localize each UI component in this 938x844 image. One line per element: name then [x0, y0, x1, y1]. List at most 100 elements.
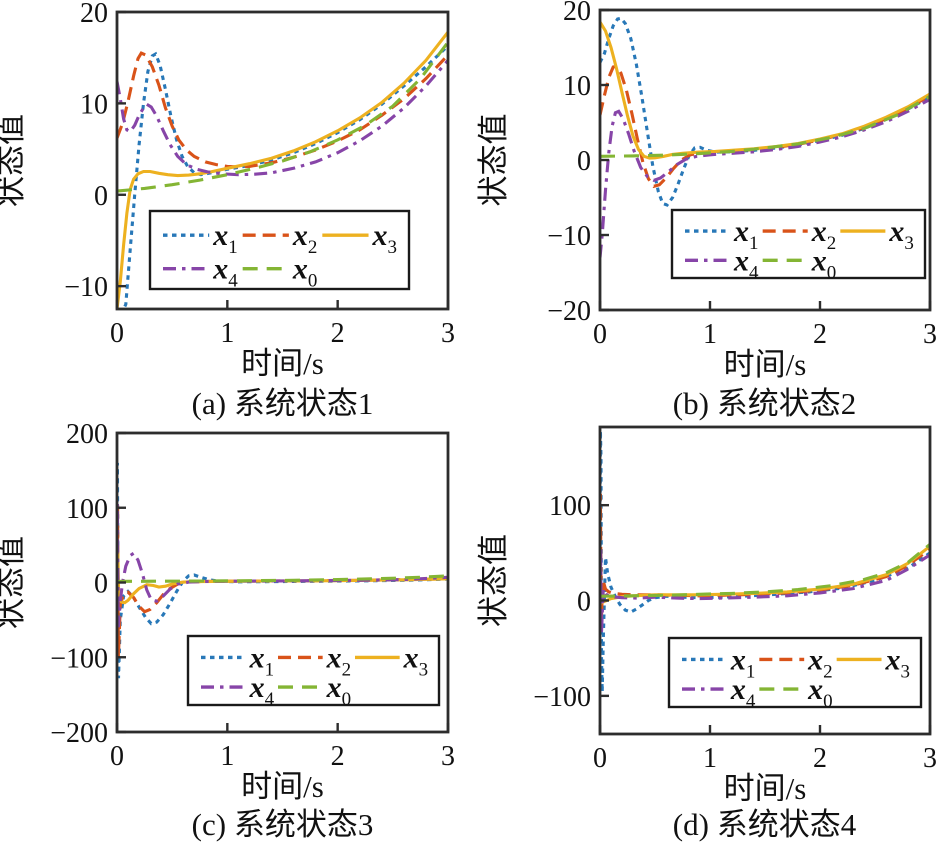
x-axis-label: 时间/s — [724, 347, 807, 380]
series-group — [600, 16, 930, 258]
plot-frame — [115, 10, 450, 311]
legend-label-x2: x2 — [811, 215, 837, 254]
subplot-a-caption: (a) 系统状态1 — [191, 386, 374, 421]
legend-label-x2: x2 — [326, 641, 352, 680]
x-axis-label: 时间/s — [241, 346, 324, 380]
legend-label-x1: x1 — [733, 215, 759, 254]
legend-label-x1: x1 — [249, 641, 275, 680]
subplot-c-caption: (c) 系统状态3 — [191, 807, 374, 842]
series-x4-line — [117, 59, 448, 177]
y-axis-label: 状态值 — [476, 534, 511, 627]
x-tick-label: 3 — [923, 743, 937, 774]
legend-label-x4: x4 — [730, 673, 756, 712]
x-tick-label: 0 — [110, 318, 124, 349]
x-tick-label: 0 — [593, 743, 607, 774]
series-x4-line — [600, 548, 930, 635]
legend-label-x4: x4 — [212, 253, 238, 292]
legend-box — [148, 209, 411, 291]
series-x4-line — [117, 503, 448, 628]
y-tick-label: 20 — [80, 0, 108, 29]
y-tick-label: 20 — [563, 0, 591, 27]
legend: x1 x2 x3 x4 x0 — [148, 209, 411, 292]
legend: x1 x2 x3 x4 x0 — [667, 636, 923, 712]
series-group — [117, 31, 448, 309]
legend-label-x1: x1 — [212, 219, 238, 258]
x-tick-label: 3 — [923, 319, 937, 350]
y-tick-label: −100 — [50, 643, 108, 674]
subplot-b: 0 1 2 3 −20 −10 0 10 20 时间/s 状态值 x1 x2 x3 x4 x0 (b) 系统状… — [469, 0, 938, 421]
legend-label-x3: x3 — [372, 219, 398, 258]
plot-frame — [598, 425, 932, 736]
series-x1-line — [600, 16, 930, 207]
legend-box — [670, 208, 927, 280]
subplot-b-canvas: 0 1 2 3 −20 −10 0 10 20 时间/s 状态值 x1 x2 x3 x4 x0 — [476, 0, 937, 380]
legend-box — [667, 636, 923, 709]
x-tick-label: 2 — [331, 318, 345, 349]
series-x2-line — [117, 51, 448, 169]
legend-box — [186, 634, 441, 707]
y-tick-label: 10 — [563, 71, 591, 102]
legend-label-x3: x3 — [885, 643, 911, 682]
subplot-c-canvas: 0 1 2 3 −200 −100 0 100 200 时间/s 状态值 x1 x2 x3 x4 x0 — [0, 421, 455, 801]
y-tick-label: 0 — [94, 569, 108, 600]
y-tick-label: −20 — [547, 296, 591, 327]
legend-label-x1: x1 — [730, 643, 756, 682]
x-tick-label: 1 — [220, 741, 234, 772]
x-tick-label: 0 — [110, 741, 124, 772]
y-tick-label: −10 — [547, 221, 591, 252]
legend-label-x2: x2 — [807, 643, 833, 682]
legend-label-x0: x0 — [811, 244, 837, 283]
subplot-d: 0 1 2 3 −100 0 100 时间/s 状态值 x1 x2 x3 x4 x0 (d) 系统状态4 — [469, 421, 938, 842]
y-tick-label: 0 — [94, 181, 108, 212]
legend: x1 x2 x3 x4 x0 — [670, 208, 927, 283]
x-tick-label: 1 — [220, 318, 234, 349]
legend-label-x3: x3 — [888, 215, 914, 254]
y-tick-label: 0 — [577, 146, 591, 177]
series-x0-line — [117, 574, 448, 583]
legend-label-x3: x3 — [403, 641, 429, 680]
series-x1-line — [121, 44, 448, 309]
series-x0-line — [117, 41, 448, 193]
x-tick-label: 1 — [703, 319, 717, 350]
legend-label-x0: x0 — [292, 253, 318, 292]
series-x2-line — [600, 64, 930, 189]
legend-label-x0: x0 — [807, 673, 833, 712]
y-tick-label: −100 — [533, 682, 591, 713]
y-axis-label: 状态值 — [476, 114, 511, 207]
legend-label-x4: x4 — [733, 244, 759, 283]
x-tick-label: 0 — [593, 319, 607, 350]
series-x3-line — [117, 31, 448, 309]
series-x1-line — [600, 430, 930, 693]
subplot-b-caption: (b) 系统状态2 — [672, 386, 857, 421]
series-x2-line — [600, 493, 930, 622]
legend-label-x2: x2 — [292, 219, 318, 258]
x-tick-label: 3 — [441, 318, 455, 349]
x-tick-label: 1 — [703, 743, 717, 774]
x-axis-label: 时间/s — [724, 771, 807, 801]
y-tick-label: 100 — [549, 491, 591, 522]
subplot-a: 0 1 2 3 −10 0 10 20 时间/s 状态值 x1 x2 x3 x4 x0 (a) 系统状态1 — [0, 0, 469, 421]
subplot-d-caption: (d) 系统状态4 — [672, 807, 857, 842]
legend-label-x4: x4 — [249, 671, 275, 710]
y-tick-label: −200 — [50, 718, 108, 749]
series-x0-line — [600, 543, 930, 598]
legend-label-x0: x0 — [326, 671, 352, 710]
x-tick-label: 3 — [441, 741, 455, 772]
series-x4-line — [600, 97, 930, 258]
y-tick-label: 10 — [80, 89, 108, 120]
legend: x1 x2 x3 x4 x0 — [186, 634, 441, 710]
series-x0-line — [600, 94, 930, 158]
series-group — [117, 462, 448, 679]
y-tick-label: 100 — [66, 494, 108, 525]
x-tick-label: 2 — [331, 741, 345, 772]
y-tick-label: 200 — [66, 421, 108, 450]
x-axis-label: 时间/s — [241, 769, 324, 801]
x-tick-label: 2 — [813, 319, 827, 350]
y-tick-label: −10 — [64, 272, 108, 303]
y-tick-label: 0 — [577, 587, 591, 618]
y-axis-label: 状态值 — [0, 114, 28, 207]
x-tick-label: 2 — [813, 743, 827, 774]
